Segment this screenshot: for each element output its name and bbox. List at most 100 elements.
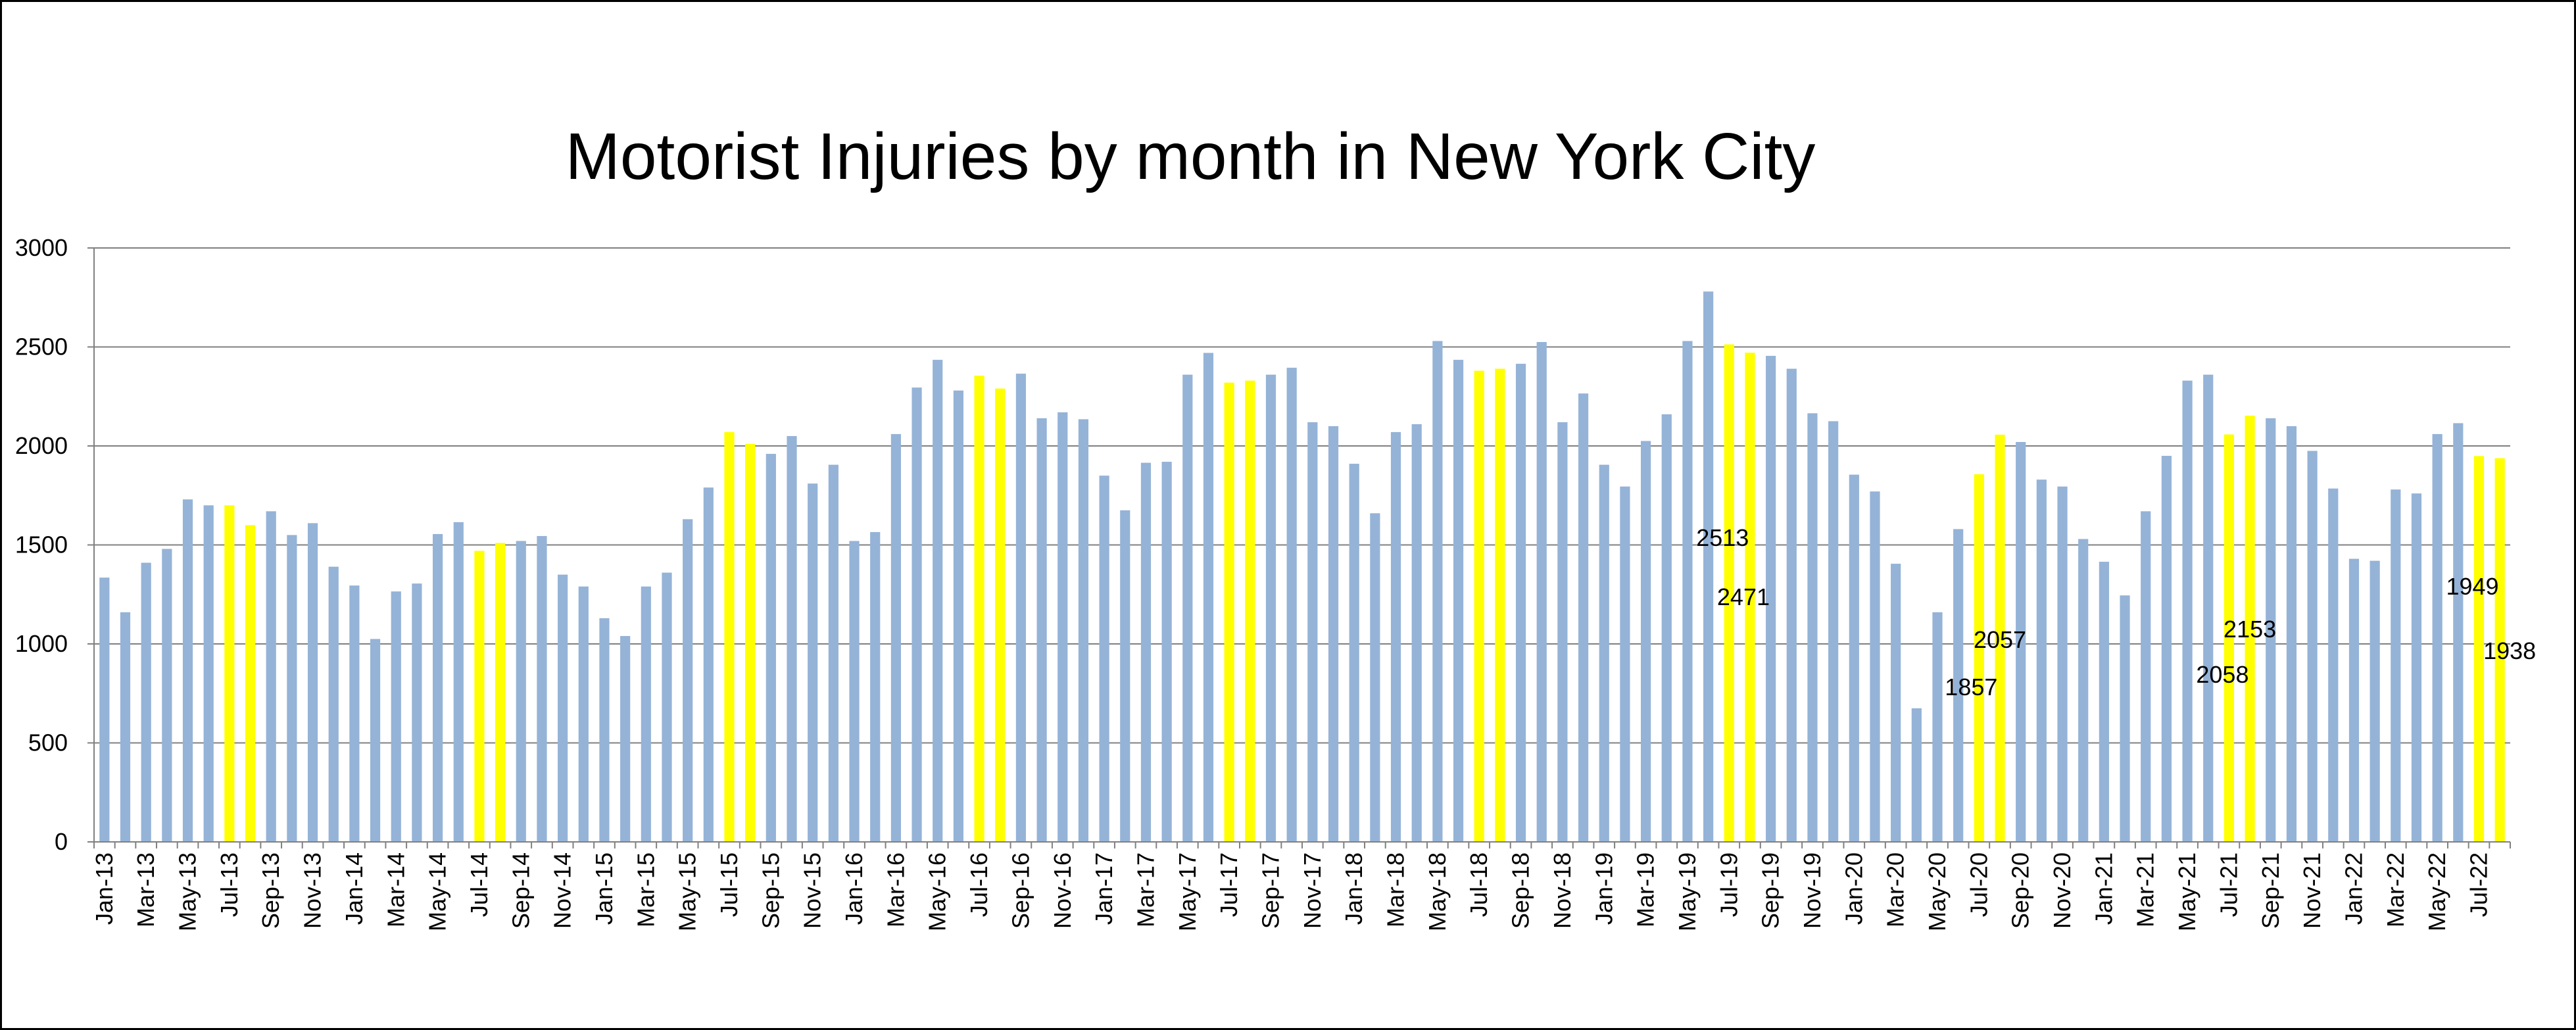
y-tick-label: 3000 [15,234,68,261]
bar-jul-14 [474,551,485,842]
bar-feb-15 [620,635,631,842]
x-tick-label: Nov-20 [2049,852,2076,929]
data-label-aug-20: 2057 [1974,626,2026,653]
x-tick-label: Mar-15 [632,852,659,927]
bar-jan-19 [1599,464,1609,842]
x-tick-label: Sep-19 [1757,852,1784,929]
x-tick-label: Jan-21 [2090,852,2117,925]
bar-feb-20 [1870,491,1880,842]
x-tick-label: Nov-18 [1549,852,1576,929]
x-tick-label: Jan-14 [341,852,368,925]
bar-apr-15 [662,572,672,842]
bar-mar-21 [2141,511,2151,842]
bar-jul-13 [224,505,235,842]
bar-feb-16 [870,531,881,842]
bar-jul-18 [1474,370,1484,842]
x-tick-label: Jul-14 [466,852,493,917]
bar-jul-19 [1724,344,1734,842]
bar-dec-16 [1078,419,1089,842]
y-tick-label: 1500 [15,531,68,558]
x-tick-label: Sep-13 [257,852,284,929]
x-tick-label: Sep-16 [1007,852,1034,929]
bar-apr-16 [911,387,922,842]
bar-feb-21 [2120,595,2130,842]
y-tick-label: 0 [55,828,68,855]
x-tick-label: Jul-21 [2215,852,2242,917]
data-label-aug-22: 1938 [2483,637,2536,664]
bar-nov-19 [1807,413,1818,842]
x-tick-label: Mar-18 [1382,852,1409,927]
bar-jul-17 [1224,382,1234,842]
bar-oct-20 [2036,479,2047,842]
x-tick-label: Jan-20 [1840,852,1867,925]
x-tick-label: Jan-17 [1090,852,1117,925]
bar-aug-16 [995,388,1006,842]
bar-dec-20 [2078,539,2089,842]
x-tick-label: Nov-15 [799,852,826,929]
bar-jun-14 [453,522,464,842]
x-tick-label: Jan-19 [1590,852,1617,925]
bar-sep-15 [766,454,776,842]
bar-mar-19 [1640,441,1651,842]
bar-sep-14 [516,541,526,842]
bar-oct-17 [1286,368,1297,842]
x-tick-label: Mar-17 [1132,852,1159,927]
bar-aug-17 [1245,380,1255,842]
y-axis-ticks: 0 500 1000 1500 2000 2500 3000 [15,234,68,855]
bar-mar-16 [890,433,901,842]
bar-aug-18 [1495,368,1505,842]
bar-dec-14 [578,586,589,842]
x-tick-label: Mar-16 [882,852,909,927]
bar-sep-16 [1015,374,1027,842]
x-tick-label: Mar-19 [1632,852,1659,927]
bar-mar-20 [1891,564,1901,842]
bar-aug-22 [2494,458,2505,842]
bar-apr-17 [1161,462,1172,842]
bar-mar-22 [2391,489,2401,842]
bar-may-17 [1182,374,1193,842]
bar-aug-14 [495,543,506,842]
x-tick-label: Nov-21 [2298,852,2325,929]
bar-oct-14 [537,535,547,842]
x-tick-label: May-21 [2174,852,2200,931]
bar-jun-15 [703,487,714,842]
x-tick-label: Jan-13 [91,852,118,925]
bar-jan-20 [1849,474,1859,842]
bar-nov-16 [1057,412,1068,842]
bar-feb-17 [1120,510,1130,842]
bar-apr-20 [1911,708,1922,842]
bar-jun-19 [1703,291,1714,843]
bar-apr-19 [1661,414,1672,842]
x-tick-label: Mar-22 [2382,852,2409,927]
axes [87,247,2511,848]
bar-jan-17 [1099,476,1109,842]
bar-feb-19 [1620,486,1630,842]
bar-jan-21 [2099,562,2109,842]
bar-nov-21 [2307,451,2318,842]
bar-nov-17 [1307,422,1318,842]
bar-jun-20 [1953,529,1964,842]
x-tick-label: Mar-13 [132,852,159,927]
x-tick-label: Jan-16 [840,852,867,925]
x-tick-label: Nov-16 [1049,852,1076,929]
x-tick-label: Nov-14 [549,852,576,929]
bar-may-13 [182,499,193,842]
bar-jun-16 [953,390,963,842]
bar-feb-14 [370,639,381,842]
bar-dec-21 [2328,488,2339,842]
x-tick-label: May-15 [674,852,701,931]
bar-nov-14 [558,574,568,842]
y-tick-label: 2000 [15,432,68,459]
bar-nov-20 [2057,486,2068,842]
bar-dec-17 [1328,426,1339,842]
bar-may-18 [1432,341,1443,842]
x-tick-label: May-22 [2423,852,2450,931]
bar-jan-18 [1349,464,1359,842]
bar-jun-18 [1453,360,1464,842]
bar-may-20 [1932,612,1943,842]
bar-jun-13 [203,505,214,842]
bar-jan-15 [599,618,610,842]
bar-oct-13 [287,535,297,842]
x-tick-label: Sep-18 [1507,852,1534,929]
